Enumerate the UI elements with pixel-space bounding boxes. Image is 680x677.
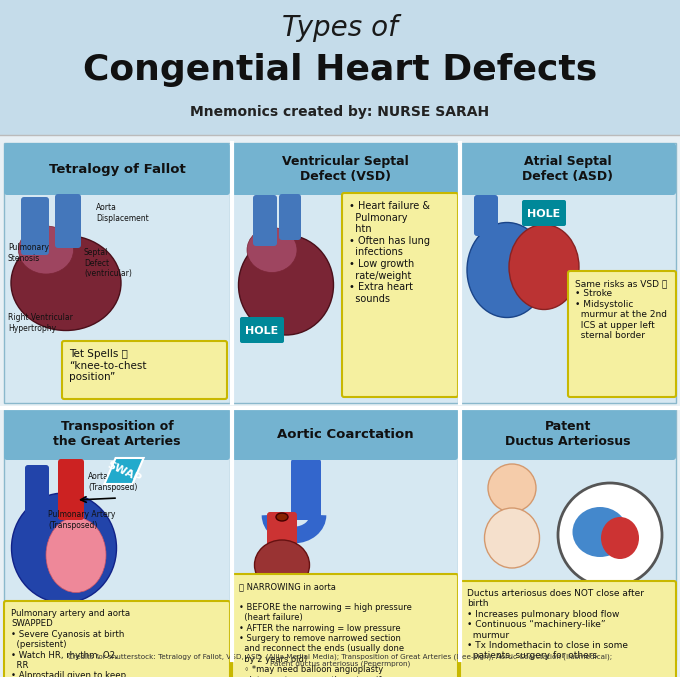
FancyBboxPatch shape — [342, 193, 458, 397]
Circle shape — [558, 483, 662, 587]
FancyBboxPatch shape — [4, 143, 230, 195]
Text: Transposition of
the Great Arteries: Transposition of the Great Arteries — [53, 420, 181, 448]
Text: Ventricular Septal
Defect (VSD): Ventricular Septal Defect (VSD) — [282, 155, 409, 183]
Text: Tetralogy of Fallot: Tetralogy of Fallot — [49, 162, 186, 175]
Ellipse shape — [467, 223, 547, 318]
Text: Aorta
Displacement: Aorta Displacement — [96, 203, 149, 223]
Ellipse shape — [46, 517, 106, 592]
FancyBboxPatch shape — [4, 601, 230, 677]
FancyBboxPatch shape — [291, 459, 321, 520]
Text: Atrial Septal
Defect (ASD): Atrial Septal Defect (ASD) — [522, 155, 613, 183]
FancyBboxPatch shape — [474, 195, 498, 236]
Ellipse shape — [601, 517, 639, 559]
FancyBboxPatch shape — [21, 197, 49, 255]
Text: HOLE: HOLE — [245, 326, 279, 336]
FancyBboxPatch shape — [25, 465, 49, 516]
Circle shape — [488, 464, 536, 512]
Text: Right Ventricular
Hypertrophy: Right Ventricular Hypertrophy — [8, 313, 73, 332]
Text: Pulmonary artery and aorta
SWAPPED
• Severe Cyanosis at birth
  (persistent)
• W: Pulmonary artery and aorta SWAPPED • Sev… — [11, 609, 130, 677]
Text: Septal
Defect
(ventricular): Septal Defect (ventricular) — [84, 248, 132, 278]
Bar — [0, 135, 680, 677]
Text: Aortic Coarctation: Aortic Coarctation — [277, 427, 413, 441]
Ellipse shape — [247, 227, 297, 273]
Ellipse shape — [12, 493, 116, 603]
Text: Pulmonary
Stenosis: Pulmonary Stenosis — [8, 243, 49, 263]
Ellipse shape — [18, 226, 73, 274]
Text: Patent
Ductus Arteriosus: Patent Ductus Arteriosus — [505, 420, 631, 448]
FancyBboxPatch shape — [232, 408, 458, 460]
Text: Types of: Types of — [282, 14, 398, 42]
Bar — [4, 408, 230, 660]
FancyBboxPatch shape — [62, 341, 227, 399]
FancyBboxPatch shape — [232, 574, 458, 677]
FancyBboxPatch shape — [460, 143, 676, 195]
FancyBboxPatch shape — [522, 200, 566, 226]
Ellipse shape — [254, 540, 309, 590]
Text: 💡 NARROWING in aorta

• BEFORE the narrowing = high pressure
  (heart failure)
•: 💡 NARROWING in aorta • BEFORE the narrow… — [239, 582, 412, 677]
Text: Same risks as VSD 💡
• Stroke
• Midsystolic
  murmur at the 2nd
  ICS at upper le: Same risks as VSD 💡 • Stroke • Midsystol… — [575, 279, 667, 340]
Bar — [232, 408, 458, 660]
Text: Credits for shutterstock: Tetralogy of Fallot, VSD, ASD  (Alila Medial Media); T: Credits for shutterstock: Tetralogy of F… — [68, 653, 612, 667]
Bar — [0, 0, 680, 135]
FancyBboxPatch shape — [460, 581, 676, 677]
Ellipse shape — [11, 236, 121, 330]
FancyBboxPatch shape — [232, 143, 458, 195]
Text: Pulmonary Artery
(Transposed): Pulmonary Artery (Transposed) — [48, 510, 116, 529]
Text: Ductus arteriosus does NOT close after
birth
• Increases pulmonary blood flow
• : Ductus arteriosus does NOT close after b… — [467, 589, 644, 660]
Bar — [460, 143, 676, 403]
FancyBboxPatch shape — [240, 317, 284, 343]
FancyBboxPatch shape — [460, 408, 676, 460]
Bar — [460, 408, 676, 660]
FancyBboxPatch shape — [58, 459, 84, 520]
FancyBboxPatch shape — [4, 408, 230, 460]
Text: Tet Spells 💡
“knee-to-chest
position”: Tet Spells 💡 “knee-to-chest position” — [69, 349, 146, 383]
Bar — [232, 143, 458, 403]
Ellipse shape — [239, 235, 333, 335]
FancyBboxPatch shape — [279, 194, 301, 240]
Text: HOLE: HOLE — [528, 209, 560, 219]
FancyBboxPatch shape — [267, 512, 297, 583]
Ellipse shape — [276, 513, 288, 521]
FancyBboxPatch shape — [568, 271, 676, 397]
Ellipse shape — [573, 507, 628, 557]
Ellipse shape — [484, 508, 539, 568]
Text: SWAP: SWAP — [105, 460, 143, 484]
Text: Mnemonics created by: NURSE SARAH: Mnemonics created by: NURSE SARAH — [190, 105, 490, 119]
FancyBboxPatch shape — [55, 194, 81, 248]
Text: Aorta
(Transposed): Aorta (Transposed) — [88, 473, 137, 492]
Bar — [4, 143, 230, 403]
Text: • Heart failure &
  Pulmonary
  htn
• Often has lung
  infections
• Low growth
 : • Heart failure & Pulmonary htn • Often … — [349, 201, 430, 304]
Text: Congential Heart Defects: Congential Heart Defects — [83, 53, 597, 87]
Ellipse shape — [509, 225, 579, 309]
FancyBboxPatch shape — [253, 195, 277, 246]
Polygon shape — [105, 458, 143, 484]
